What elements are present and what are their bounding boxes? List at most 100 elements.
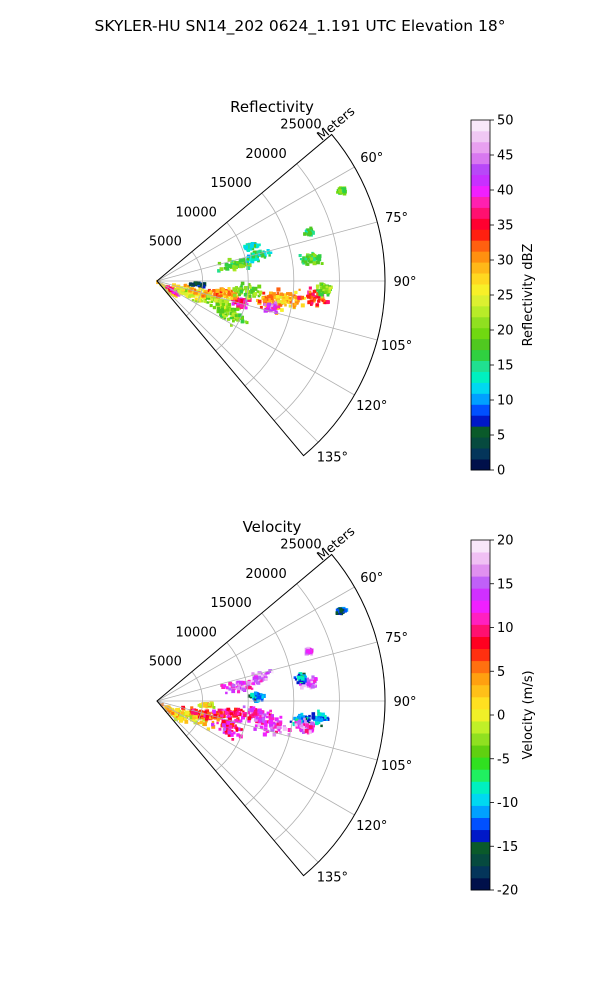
radar-gate bbox=[251, 679, 255, 684]
colorbar-swatch bbox=[471, 721, 490, 734]
azimuth-spoke bbox=[156, 280, 378, 341]
radar-gate bbox=[342, 189, 347, 194]
azimuth-tick-label: 105° bbox=[381, 759, 412, 774]
radar-gate bbox=[232, 731, 236, 735]
radar-gate bbox=[225, 290, 228, 293]
radar-gate bbox=[184, 288, 188, 293]
radar-gate bbox=[293, 676, 297, 679]
radar-gate bbox=[226, 707, 231, 712]
radar-gate bbox=[307, 230, 312, 235]
radar-gate bbox=[231, 730, 234, 733]
radar-gate bbox=[256, 681, 261, 685]
radar-gate bbox=[272, 724, 277, 729]
radar-gate bbox=[205, 711, 210, 716]
colorbar-swatch bbox=[471, 371, 490, 383]
radar-gate bbox=[236, 717, 240, 721]
azimuth-tick-label: 135° bbox=[317, 450, 348, 465]
azimuth-spoke bbox=[156, 586, 355, 702]
radar-gate bbox=[247, 297, 252, 302]
colorbar-swatch bbox=[471, 305, 490, 318]
radar-gate bbox=[298, 288, 301, 291]
azimuth-tick-label: 120° bbox=[356, 399, 387, 414]
radar-gate bbox=[231, 689, 236, 694]
colorbar-swatch bbox=[471, 564, 490, 577]
radar-gate bbox=[256, 299, 260, 302]
radar-gate bbox=[219, 267, 224, 271]
radar-gate bbox=[224, 314, 227, 318]
radar-gate bbox=[196, 722, 200, 725]
radar-gate bbox=[229, 732, 234, 737]
radar-gate bbox=[300, 685, 304, 690]
radar-gate bbox=[271, 295, 274, 298]
colorbar-swatch bbox=[471, 141, 490, 154]
radar-gate bbox=[336, 191, 339, 194]
radar-gate bbox=[193, 720, 198, 725]
radar-gate bbox=[222, 313, 225, 317]
radar-gate bbox=[219, 313, 222, 317]
radar-gate bbox=[270, 727, 275, 732]
radar-gate bbox=[200, 712, 204, 716]
radar-gate bbox=[249, 714, 253, 718]
radar-gate bbox=[251, 252, 255, 256]
colorbar-swatch bbox=[471, 120, 490, 132]
radar-gate bbox=[295, 301, 299, 305]
radar-gate bbox=[271, 670, 274, 674]
radar-gate bbox=[223, 724, 228, 729]
radar-gate bbox=[320, 262, 324, 265]
radar-gate bbox=[231, 683, 236, 688]
radar-gate bbox=[305, 717, 310, 721]
radar-gate bbox=[210, 717, 213, 720]
radar-gate bbox=[317, 257, 322, 262]
radar-gate bbox=[254, 677, 259, 681]
radar-gate bbox=[259, 714, 262, 718]
radar-gate bbox=[272, 307, 275, 310]
radar-gate bbox=[294, 721, 298, 725]
radar-gate bbox=[234, 707, 237, 711]
radar-gate bbox=[266, 304, 270, 308]
radar-gate bbox=[277, 728, 281, 732]
radar-gate bbox=[306, 719, 310, 723]
radar-gate bbox=[266, 250, 271, 255]
radar-gate bbox=[308, 290, 312, 294]
radar-gate bbox=[253, 693, 256, 697]
radar-gate bbox=[223, 267, 227, 270]
radar-gate bbox=[236, 307, 240, 311]
radar-gate bbox=[302, 297, 306, 300]
radar-gate bbox=[288, 296, 291, 300]
radar-gate bbox=[250, 692, 255, 697]
radar-gate bbox=[199, 704, 203, 708]
radar-gate bbox=[246, 303, 249, 306]
radar-gate bbox=[211, 720, 215, 724]
radar-gate bbox=[222, 714, 226, 718]
radar-gate bbox=[236, 261, 239, 264]
radar-gate bbox=[233, 685, 237, 689]
radar-gate bbox=[221, 300, 224, 303]
radar-gate bbox=[310, 257, 314, 261]
radar-gate bbox=[276, 287, 281, 292]
radar-gate bbox=[238, 264, 243, 269]
radar-gate bbox=[242, 264, 246, 268]
range-ring bbox=[215, 642, 249, 772]
colorbar-swatch bbox=[471, 672, 490, 686]
radar-gate bbox=[311, 715, 316, 720]
radar-gate bbox=[294, 303, 297, 306]
radar-gate bbox=[227, 290, 231, 294]
radar-gate bbox=[229, 710, 232, 713]
radar-gate bbox=[316, 717, 321, 722]
radar-gate bbox=[225, 686, 229, 690]
radar-gate bbox=[217, 261, 222, 266]
radar-gate bbox=[265, 307, 269, 310]
radar-gate bbox=[289, 304, 292, 307]
radar-gate bbox=[267, 298, 272, 303]
colorbar-swatch bbox=[471, 437, 490, 449]
radar-field bbox=[160, 606, 349, 741]
radar-gate bbox=[262, 298, 267, 303]
radar-gate bbox=[172, 291, 175, 294]
range-tick-label: 5000 bbox=[149, 655, 182, 670]
radar-gate bbox=[300, 295, 304, 300]
radar-gate bbox=[260, 698, 264, 702]
radar-gate bbox=[295, 296, 299, 300]
colorbar-swatch bbox=[471, 612, 490, 625]
radar-gate bbox=[297, 721, 301, 725]
